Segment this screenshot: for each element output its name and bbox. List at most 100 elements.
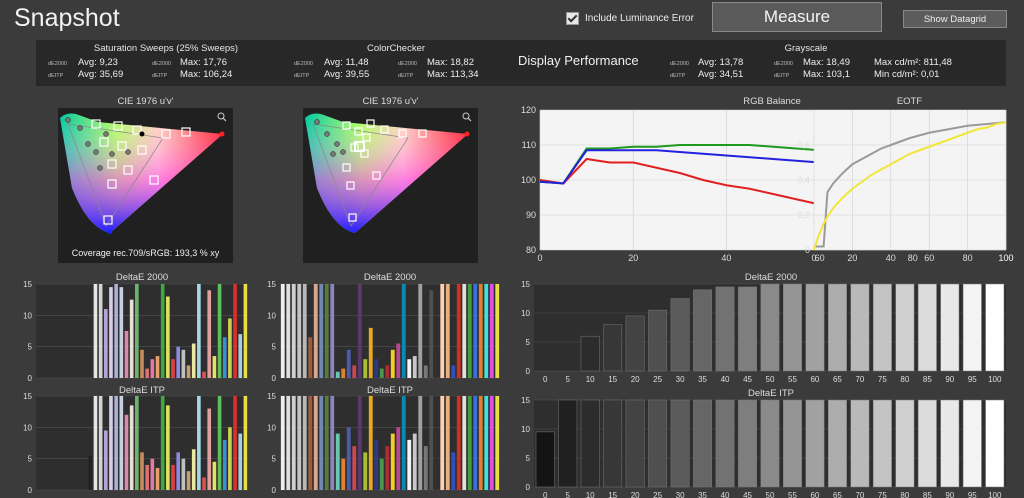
bar — [150, 359, 155, 378]
coverage-label: Coverage rec.709/sRGB: 193,3 % xy — [71, 248, 220, 258]
saturation-de2000-chart: 0 5 10 15 — [23, 280, 248, 383]
bar — [940, 399, 960, 488]
bar — [140, 349, 144, 378]
bar — [124, 331, 129, 378]
zoom-icon[interactable] — [462, 112, 472, 122]
bar — [693, 289, 713, 372]
bar — [357, 284, 362, 378]
bar — [124, 414, 129, 490]
gamut-shading — [60, 113, 223, 233]
x-tick-label: 40 — [721, 375, 730, 384]
x-tick-label: 80 — [900, 491, 909, 498]
bar — [357, 396, 362, 490]
colorchecker-de2000-max: Max: 18,82 — [427, 57, 474, 68]
bar — [324, 284, 329, 378]
metric-label: dE2000 — [774, 61, 793, 67]
bar — [783, 283, 802, 372]
x-tick-label: 85 — [923, 491, 932, 498]
bar — [176, 452, 181, 490]
bar — [401, 396, 406, 490]
metric-label: dEITP — [774, 73, 790, 79]
colorchecker-title: ColorChecker — [366, 43, 426, 54]
measure-button[interactable]: Measure — [712, 2, 882, 32]
bar — [827, 283, 847, 372]
bar — [434, 427, 439, 490]
bar — [445, 284, 450, 378]
bar — [363, 359, 368, 378]
bar — [313, 284, 318, 378]
bar — [385, 446, 390, 490]
y-tick-label: 15 — [521, 280, 530, 289]
x-tick-label: 100 — [998, 253, 1013, 263]
colorchecker-de2000-avg: Avg: 11,48 — [324, 57, 369, 68]
checkbox-checked-icon[interactable] — [566, 12, 579, 25]
grayscale-de2000-max: Max: 18,49 — [803, 57, 850, 68]
show-datagrid-button[interactable]: Show Datagrid — [903, 10, 1007, 28]
target-gamut-triangle — [312, 123, 409, 227]
x-tick-label: 70 — [855, 491, 864, 498]
zoom-icon[interactable] — [217, 112, 227, 122]
bar — [872, 399, 892, 488]
bar — [88, 455, 93, 490]
y-tick-label: 10 — [267, 423, 276, 432]
x-tick-label: 30 — [676, 491, 685, 498]
bar — [489, 396, 494, 490]
bar — [319, 284, 324, 378]
bar — [191, 449, 196, 490]
x-tick-label: 25 — [653, 491, 662, 498]
bar — [379, 458, 384, 490]
bar — [341, 368, 346, 378]
bar — [291, 396, 296, 490]
bar — [827, 399, 847, 488]
bar — [760, 283, 780, 372]
bar — [308, 337, 313, 378]
bar — [319, 396, 324, 490]
cie-left-plot[interactable]: Coverage rec.709/sRGB: 193,3 % xy — [58, 108, 233, 263]
bar — [93, 396, 98, 490]
bar — [280, 396, 285, 490]
gamut-shading — [305, 113, 468, 233]
bar — [535, 431, 555, 488]
x-tick-label: 10 — [586, 491, 595, 498]
x-tick-label: 85 — [923, 375, 932, 384]
colorchecker-deitp-max: Max: 113,34 — [427, 69, 479, 80]
bar — [207, 290, 212, 378]
bar — [693, 399, 713, 488]
y-tick-label: 10 — [521, 425, 530, 434]
bar — [98, 284, 103, 378]
bar — [114, 396, 118, 490]
bar — [456, 284, 461, 378]
bar — [895, 283, 915, 372]
x-tick-label: 80 — [963, 253, 973, 263]
x-tick-label: 60 — [815, 253, 825, 263]
bar — [418, 284, 423, 378]
x-tick-label: 45 — [743, 375, 752, 384]
y-tick-label: 5 — [272, 343, 277, 352]
bar — [917, 399, 937, 488]
cie-left-title: CIE 1976 u'v' — [117, 96, 174, 107]
bar — [418, 396, 423, 490]
luminance-error-toggle[interactable]: Include Luminance Error — [566, 12, 694, 25]
x-tick-label: 20 — [628, 253, 638, 263]
bar — [396, 343, 401, 378]
bar — [109, 287, 113, 378]
bar — [456, 396, 461, 490]
x-tick-label: 60 — [924, 253, 934, 263]
x-tick-label: 80 — [908, 253, 918, 263]
cie-right-plot[interactable] — [303, 108, 478, 263]
bar — [478, 284, 483, 378]
metric-label: dE2000 — [670, 61, 689, 67]
y-tick-label: 80 — [526, 245, 536, 255]
y-tick-label: 0 — [805, 245, 810, 255]
bar — [962, 399, 982, 488]
rgb-balance-title: RGB Balance — [743, 96, 801, 107]
y-tick-label: 5 — [28, 343, 33, 352]
bar — [379, 368, 384, 378]
bar — [286, 284, 291, 378]
grayscale-deitp-chart: 0 5 10 15 0 5 10 15 20 25 30 35 40 45 50 55 60 65 70 75 80 85… — [521, 396, 1006, 498]
metric-label: dEITP — [294, 73, 310, 79]
x-tick-label: 100 — [988, 375, 1002, 384]
bar — [346, 349, 351, 378]
bar — [368, 396, 373, 490]
